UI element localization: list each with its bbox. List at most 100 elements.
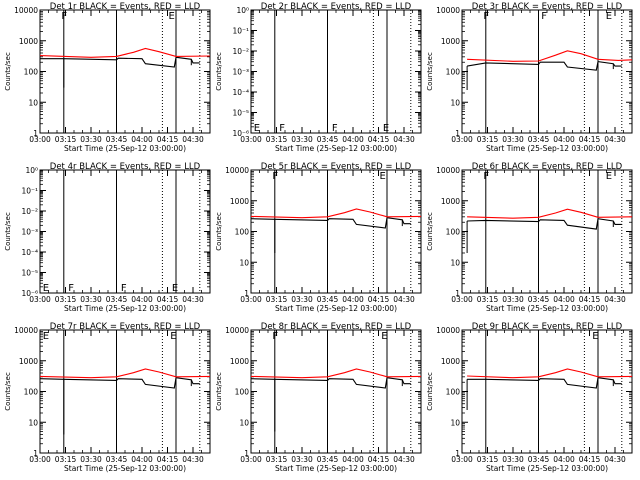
y-tick-label: 10000 [436,326,460,335]
event-flag-marker: F [68,283,74,294]
event-flag-marker: E [172,283,178,294]
lld-series-line [250,208,422,219]
event-flag-marker: E [43,283,49,294]
events-series-line [467,218,622,230]
detector-panel: Det 3r BLACK = Events, RED = LLD 1 10 100 10… [426,2,633,153]
x-tick-label: 04:15 [368,295,390,304]
y-axis-label: Counts/sec [4,52,12,91]
x-tick-label: 04:30 [182,295,204,304]
x-tick-label: 03:45 [106,295,128,304]
y-axis-label: Counts/sec [426,372,434,411]
y-tick-label: 10⁰ [25,166,38,175]
event-flag-marker: F [272,171,278,182]
y-tick-label: 10⁰ [236,6,249,15]
events-series-line [250,217,411,229]
x-tick-label: 04:00 [131,455,153,464]
y-tick-label: 10⁻¹ [21,187,38,196]
x-tick-label: 03:15 [477,135,499,144]
x-tick-label: 03:45 [317,135,339,144]
x-tick-label: 03:30 [80,455,102,464]
panel-title: Det 6r BLACK = Events, RED = LLD [472,162,623,172]
y-tick-label: 10⁻⁶ [21,289,38,298]
plot-frame [461,329,633,454]
y-tick-label: 10 [450,418,460,427]
y-tick-label: 1 [455,449,460,458]
detector-panel: Det 2r BLACK = Events, RED = LLD 10⁻⁶ 10⁻⁵… [215,2,422,153]
x-tick-label: 03:45 [528,295,550,304]
event-flag-marker: E [381,331,387,342]
panel-title: Det 5r BLACK = Events, RED = LLD [261,162,412,172]
y-tick-label: 100 [235,388,250,397]
y-tick-label: 10⁻³ [21,228,38,237]
x-axis-label: Start Time (25-Sep-12 03:00:00) [275,304,397,313]
y-tick-label: 1 [33,129,38,138]
event-flag-marker: E [170,331,176,342]
detector-panel: Det 6r BLACK = Events, RED = LLD 1 10 100 10… [426,162,633,313]
y-axis-label: Counts/sec [426,212,434,251]
y-tick-label: 1 [244,449,249,458]
x-axis-label: Start Time (25-Sep-12 03:00:00) [486,304,608,313]
y-tick-label: 1000 [19,357,38,366]
panel-title: Det 8r BLACK = Events, RED = LLD [261,322,412,332]
plot-frame [250,169,422,294]
y-axis-label: Counts/sec [426,52,434,91]
y-axis-label: Counts/sec [4,212,12,251]
x-tick-label: 03:30 [80,295,102,304]
event-flag-marker: E [43,331,49,342]
detector-panel: Det 8r BLACK = Events, RED = LLD 1 10 100 10… [215,322,422,473]
x-tick-label: 04:00 [553,455,575,464]
x-tick-label: 03:00 [451,455,473,464]
y-tick-label: 10 [239,258,249,267]
x-tick-label: 03:45 [106,135,128,144]
y-tick-label: 10000 [225,326,249,335]
x-tick-label: 04:30 [604,455,626,464]
x-tick-label: 03:30 [291,135,313,144]
y-tick-label: 100 [446,228,461,237]
x-tick-label: 04:15 [579,455,601,464]
lld-series-line [467,50,633,62]
x-tick-label: 03:30 [291,295,313,304]
x-tick-label: 03:45 [106,455,128,464]
x-tick-label: 03:15 [477,455,499,464]
events-series-line [250,377,411,389]
y-tick-label: 100 [446,68,461,77]
x-tick-label: 04:00 [342,455,364,464]
event-flag-marker: F [483,171,489,182]
x-tick-label: 03:45 [317,455,339,464]
y-tick-label: 1000 [230,357,249,366]
panel-title: Det 9r BLACK = Events, RED = LLD [472,322,623,332]
y-tick-label: 100 [24,388,39,397]
y-tick-label: 10⁻⁵ [21,269,38,278]
x-tick-label: 03:15 [266,135,288,144]
x-tick-label: 03:00 [451,295,473,304]
plot-frame [250,9,422,134]
y-tick-label: 10⁻⁶ [232,129,249,138]
x-tick-label: 04:00 [553,135,575,144]
x-tick-label: 03:00 [29,135,51,144]
x-axis-label: Start Time (25-Sep-12 03:00:00) [486,464,608,473]
x-tick-label: 03:00 [240,295,262,304]
y-axis-label: Counts/sec [215,52,223,91]
y-tick-label: 10 [28,98,38,107]
x-tick-label: 03:45 [528,135,550,144]
x-axis-label: Start Time (25-Sep-12 03:00:00) [64,304,186,313]
x-tick-label: 03:30 [502,295,524,304]
y-tick-label: 10⁻⁴ [21,248,38,257]
event-flag-marker: F [483,11,489,22]
y-axis-label: Counts/sec [215,212,223,251]
event-flag-marker: F [279,123,285,134]
x-tick-label: 04:00 [342,135,364,144]
x-tick-label: 03:00 [29,295,51,304]
lld-series-line [467,208,633,219]
x-tick-label: 03:15 [266,295,288,304]
panel-title: Det 1r BLACK = Events, RED = LLD [50,2,201,12]
detector-panel: Det 4r BLACK = Events, RED = LLD 10⁻⁶ 10⁻⁵… [4,162,211,313]
panel-title: Det 7r BLACK = Events, RED = LLD [50,322,201,332]
events-series-line [40,56,200,68]
x-axis-label: Start Time (25-Sep-12 03:00:00) [275,144,397,153]
y-tick-label: 10000 [225,166,249,175]
plot-frame [39,329,211,454]
x-tick-label: 04:15 [579,135,601,144]
x-tick-label: 04:30 [604,295,626,304]
